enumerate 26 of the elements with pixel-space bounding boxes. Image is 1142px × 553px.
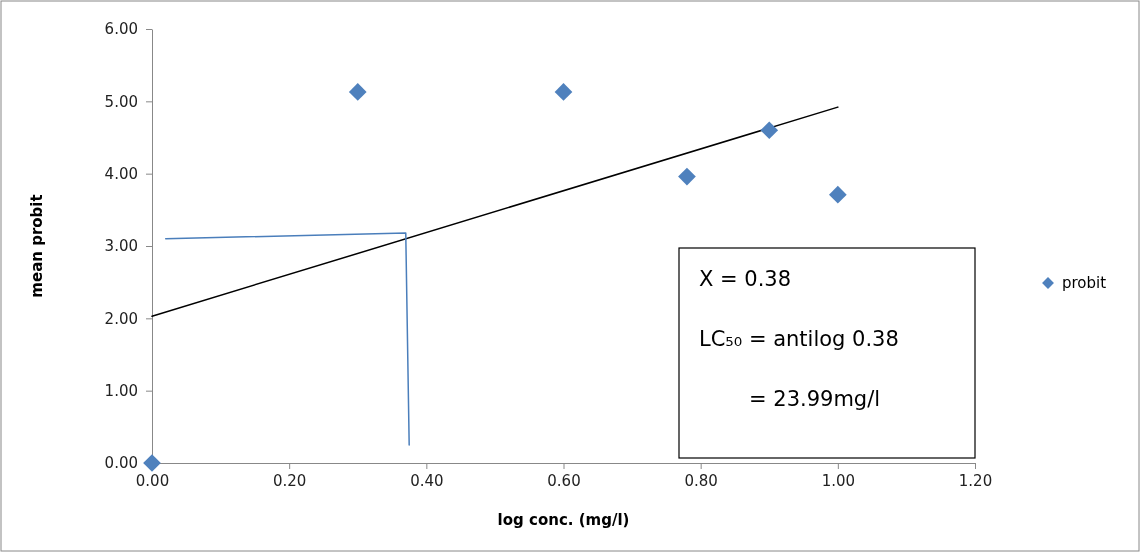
y-tick-label: 6.00 (104, 20, 138, 39)
annotation: = 23.99mg/l (749, 387, 881, 411)
x-tick-label: 0.60 (547, 471, 581, 490)
x-axis-title: log conc. (mg/l) (497, 511, 630, 529)
point (348, 83, 367, 101)
annotation: LC₅₀ = antilog 0.38 (699, 327, 899, 351)
x-tick-label: 1.20 (958, 471, 993, 490)
point (828, 185, 847, 204)
legend-label: probit (1062, 274, 1107, 292)
annotation: X = 0.38 (699, 267, 792, 291)
point (554, 83, 573, 101)
x-tick-label: 0.20 (272, 471, 307, 490)
y-tick-label: 2.00 (104, 309, 138, 328)
y-axis-title: mean probit (28, 194, 46, 298)
x-tick-label: 0.00 (135, 471, 170, 490)
point (143, 454, 161, 472)
point (678, 167, 696, 186)
y-tick-label: 3.00 (104, 237, 138, 256)
y-tick-label: 4.00 (104, 164, 138, 183)
x-tick-label: 1.00 (821, 471, 856, 490)
x-tick-label: 0.40 (410, 471, 444, 490)
x-tick-label: 0.80 (684, 471, 718, 490)
point (760, 121, 779, 140)
y-tick-label: 1.00 (104, 381, 138, 400)
y-tick-label: 0.00 (104, 454, 138, 473)
y-tick-label: 5.00 (104, 92, 138, 111)
